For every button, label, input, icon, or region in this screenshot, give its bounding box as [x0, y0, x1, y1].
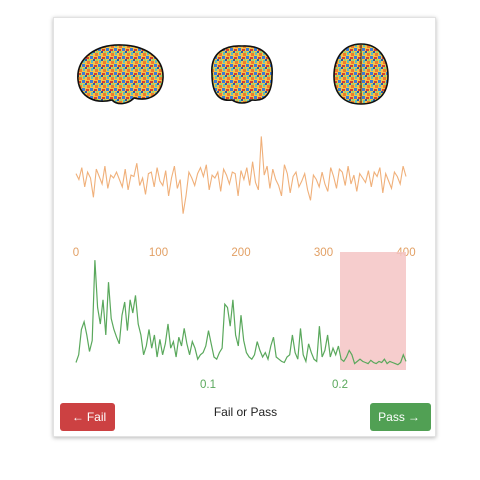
timeseries-tick-label: 100 — [149, 247, 168, 259]
fail-button[interactable]: ← Fail — [60, 403, 115, 431]
timeseries-tick-label: 300 — [314, 247, 333, 259]
spectrum-tick-label: 0.1 — [200, 379, 216, 391]
brain-sagittal-image — [77, 44, 164, 105]
spectrum-highlight-region — [340, 252, 406, 370]
fail-button-label: Fail — [86, 410, 107, 424]
arrow-left-icon: ← — [71, 410, 84, 424]
power-spectrum-chart — [75, 252, 407, 370]
arrow-right-icon: → — [407, 410, 420, 424]
timeseries-chart — [75, 136, 407, 214]
brain-axial-image — [333, 43, 389, 105]
brain-coronal-image — [211, 45, 273, 104]
fail-or-pass-prompt: Fail or Pass — [213, 405, 278, 419]
power-spectrum-line — [75, 260, 407, 366]
brain-views — [72, 40, 412, 108]
pass-button-label: Pass — [378, 410, 405, 424]
pass-button[interactable]: Pass → — [370, 403, 431, 431]
timeseries-tick-label: 200 — [231, 247, 250, 259]
qc-card: 0100200300400 0.10.2 ← Fail Fail or Pass… — [53, 17, 436, 437]
timeseries-line — [75, 136, 407, 214]
timeseries-tick-label: 0 — [73, 247, 79, 259]
power-spectrum-x-axis: 0.1 0.2 — [200, 379, 348, 391]
spectrum-tick-label: 0.2 — [332, 379, 348, 391]
